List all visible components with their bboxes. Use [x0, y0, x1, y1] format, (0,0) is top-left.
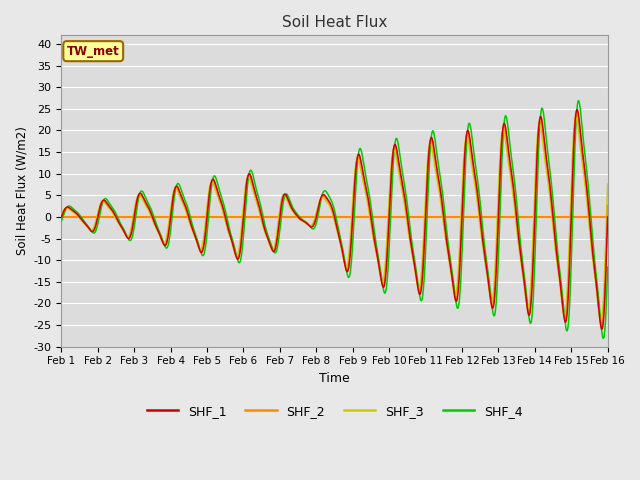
SHF_2 [267, 244, 275, 250]
Line: SHF_1: SHF_1 [61, 109, 607, 329]
SHF_3 [572, 114, 580, 120]
SHF_3 [534, 127, 542, 132]
SHF_4 [58, 218, 65, 224]
SHF_1 [120, 228, 127, 234]
SHF_1 [534, 134, 542, 140]
Line: SHF_2: SHF_2 [61, 113, 607, 326]
SHF_1 [152, 224, 160, 229]
Legend: SHF_1, SHF_2, SHF_3, SHF_4: SHF_1, SHF_2, SHF_3, SHF_4 [141, 400, 527, 423]
SHF_4 [267, 241, 275, 247]
SHF_1 [267, 244, 275, 250]
SHF_4 [575, 98, 582, 104]
SHF_2 [593, 289, 601, 295]
SHF_4 [604, 264, 611, 270]
SHF_4 [593, 280, 601, 286]
SHF_2 [291, 210, 298, 216]
Text: TW_met: TW_met [67, 45, 120, 58]
SHF_4 [152, 221, 160, 227]
Title: Soil Heat Flux: Soil Heat Flux [282, 15, 387, 30]
SHF_3 [291, 211, 298, 217]
SHF_1 [604, 214, 611, 220]
Line: SHF_3: SHF_3 [61, 117, 607, 321]
SHF_3 [604, 181, 611, 187]
SHF_2 [598, 323, 605, 329]
SHF_4 [291, 207, 298, 213]
SHF_2 [152, 224, 160, 230]
SHF_3 [152, 225, 160, 231]
SHF_3 [120, 229, 127, 235]
SHF_2 [534, 131, 542, 137]
SHF_3 [58, 212, 65, 217]
SHF_2 [573, 110, 580, 116]
SHF_4 [120, 226, 127, 232]
SHF_1 [291, 209, 298, 215]
SHF_1 [58, 214, 65, 220]
SHF_3 [593, 293, 601, 299]
SHF_4 [534, 160, 542, 166]
SHF_3 [267, 245, 275, 251]
Line: SHF_4: SHF_4 [61, 101, 607, 338]
SHF_4 [600, 336, 607, 341]
X-axis label: Time: Time [319, 372, 350, 385]
SHF_2 [604, 203, 611, 208]
Y-axis label: Soil Heat Flux (W/m2): Soil Heat Flux (W/m2) [15, 127, 28, 255]
SHF_3 [597, 318, 605, 324]
SHF_2 [120, 228, 127, 234]
SHF_1 [573, 107, 581, 112]
SHF_2 [58, 213, 65, 219]
SHF_1 [593, 288, 601, 294]
SHF_1 [598, 326, 605, 332]
